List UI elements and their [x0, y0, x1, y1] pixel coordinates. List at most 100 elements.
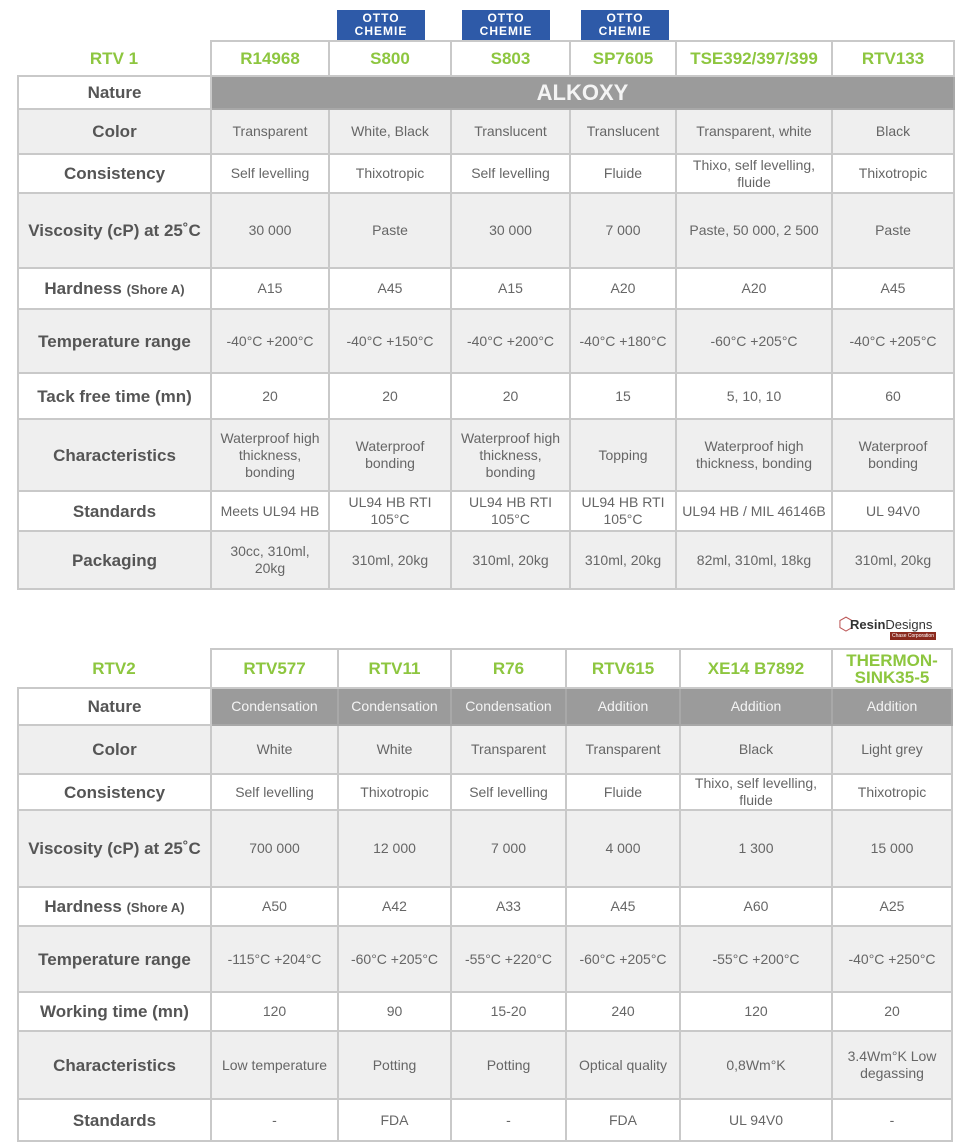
product-header: SP7605 — [569, 40, 677, 77]
nature-value: Condensation — [210, 687, 339, 726]
table-cell: UL94 HB RTI 105°C — [450, 490, 571, 532]
table-cell: 0,8Wm°K — [679, 1030, 833, 1100]
header-row: RTV 1 R14968 S800 S803 SP7605 TSE392/397/399 R… — [18, 40, 955, 77]
row-label-text: Characteristics — [53, 1055, 176, 1075]
table-cell: -40°C +250°C — [831, 925, 953, 993]
nature-value: Addition — [679, 687, 833, 726]
nature-value: Condensation — [450, 687, 567, 726]
table-row: Tack free time (mn) 20 20 20 15 5, 10, 10 60 — [17, 372, 955, 420]
row-label: Packaging — [17, 530, 212, 590]
row-label-text: Characteristics — [53, 445, 176, 465]
table-cell: 240 — [565, 991, 681, 1032]
table-category: RTV2 — [18, 649, 211, 688]
table-cell: 120 — [679, 991, 833, 1032]
product-header: TSE392/397/399 — [675, 40, 833, 77]
table-row: Hardness (Shore A) A15 A45 A15 A20 A20 A45 — [17, 267, 955, 310]
table-cell: - — [450, 1098, 567, 1142]
table-cell: Fluide — [565, 773, 681, 811]
row-label-text: Hardness — [44, 278, 122, 298]
table-cell: White — [210, 724, 339, 775]
nature-value: Condensation — [337, 687, 452, 726]
table-cell: Self levelling — [450, 773, 567, 811]
table-cell: Fluide — [569, 153, 677, 194]
table-cell: A25 — [831, 886, 953, 927]
row-label-text: Tack free time (mn) — [37, 386, 192, 406]
table-cell: FDA — [337, 1098, 452, 1142]
table-row: Standards Meets UL94 HB UL94 HB RTI 105°C U… — [17, 490, 955, 532]
product-header: RTV615 — [565, 648, 681, 689]
table-cell: UL94 HB RTI 105°C — [569, 490, 677, 532]
table-cell: Transparent — [450, 724, 567, 775]
row-label: Tack free time (mn) — [17, 372, 212, 420]
table-cell: Waterproof bonding — [328, 418, 452, 492]
table-cell: 30 000 — [210, 192, 330, 269]
table-row: Consistency Self levelling Thixotropic Self… — [17, 153, 955, 194]
row-label: Consistency — [17, 773, 212, 811]
table-cell: -60°C +205°C — [675, 308, 833, 374]
table-row: Viscosity (cP) at 25˚C 30 000 Paste 30 000 7… — [17, 192, 955, 269]
rtv1-table: RTV 1 R14968 S800 S803 SP7605 TSE392/397/399 R… — [17, 40, 955, 590]
table-cell: -60°C +205°C — [337, 925, 452, 993]
table-cell: 82ml, 310ml, 18kg — [675, 530, 833, 590]
table-cell: Paste — [831, 192, 955, 269]
product-header: RTV11 — [337, 648, 452, 689]
table-row: Consistency Self levelling Thixotropic Self… — [17, 773, 953, 811]
table-cell: 20 — [210, 372, 330, 420]
table-cell: White — [337, 724, 452, 775]
row-label: Temperature range — [17, 925, 212, 993]
nature-row: Nature Condensation Condensation Condensati… — [17, 687, 953, 726]
table-cell: A60 — [679, 886, 833, 927]
table-cell: UL 94V0 — [831, 490, 955, 532]
nature-value: ALKOXY — [210, 75, 955, 110]
table-cell: Paste — [328, 192, 452, 269]
row-label-text: Packaging — [71, 550, 158, 570]
table-cell: A20 — [675, 267, 833, 310]
table-row: Color Transparent White, Black Translucent T… — [17, 108, 955, 155]
table-cell: Thixo, self levelling, fluide — [675, 153, 833, 194]
nature-value: Addition — [831, 687, 953, 726]
product-header: S803 — [450, 40, 571, 77]
table-cell: 5, 10, 10 — [675, 372, 833, 420]
product-header: R14968 — [210, 40, 330, 77]
otto-chemie-logo: OTTO CHEMIE — [337, 10, 425, 40]
row-label-text: Color — [92, 740, 137, 759]
table-cell: 700 000 — [210, 809, 339, 888]
table-cell: -60°C +205°C — [565, 925, 681, 993]
table-cell: -40°C +150°C — [328, 308, 452, 374]
row-label: Nature — [17, 75, 212, 110]
table-cell: 15-20 — [450, 991, 567, 1032]
table-cell: A45 — [565, 886, 681, 927]
row-label-text: Hardness — [44, 896, 122, 916]
table-row: Working time (mn) 120 90 15-20 240 120 20 — [17, 991, 953, 1032]
row-label-text: Temperature range — [38, 949, 191, 969]
row-label: Hardness (Shore A) — [17, 267, 212, 310]
table-cell: A45 — [328, 267, 452, 310]
resin-designs-logo: ⬡ ResinDesigns Chase Corporation — [838, 614, 948, 646]
table-cell: Translucent — [569, 108, 677, 155]
otto-chemie-logo: OTTO CHEMIE — [581, 10, 669, 40]
product-header: R76 — [450, 648, 567, 689]
table-row: Temperature range -40°C +200°C -40°C +150°… — [17, 308, 955, 374]
table-cell: FDA — [565, 1098, 681, 1142]
table-category: RTV 1 — [18, 41, 211, 76]
row-label-text: Standards — [72, 1110, 157, 1130]
table-cell: 310ml, 20kg — [569, 530, 677, 590]
table-cell: Self levelling — [450, 153, 571, 194]
row-label-text: Temperature range — [38, 331, 191, 351]
table-cell: 12 000 — [337, 809, 452, 888]
table-cell: A20 — [569, 267, 677, 310]
table-cell: - — [210, 1098, 339, 1142]
rtv2-table: RTV2 RTV577 RTV11 R76 RTV615 XE14 B7892 THERMO… — [17, 648, 953, 1142]
row-label: Characteristics — [17, 1030, 212, 1100]
table-cell: 30 000 — [450, 192, 571, 269]
table-cell: Optical quality — [565, 1030, 681, 1100]
table-row: Temperature range -115°C +204°C -60°C +205… — [17, 925, 953, 993]
table-cell: -40°C +200°C — [450, 308, 571, 374]
table-cell: Potting — [450, 1030, 567, 1100]
row-label-text: Working time (mn) — [40, 1002, 189, 1021]
table-cell: A50 — [210, 886, 339, 927]
table-cell: A42 — [337, 886, 452, 927]
table-cell: Thixotropic — [337, 773, 452, 811]
table-cell: 310ml, 20kg — [328, 530, 452, 590]
table-cell: Potting — [337, 1030, 452, 1100]
